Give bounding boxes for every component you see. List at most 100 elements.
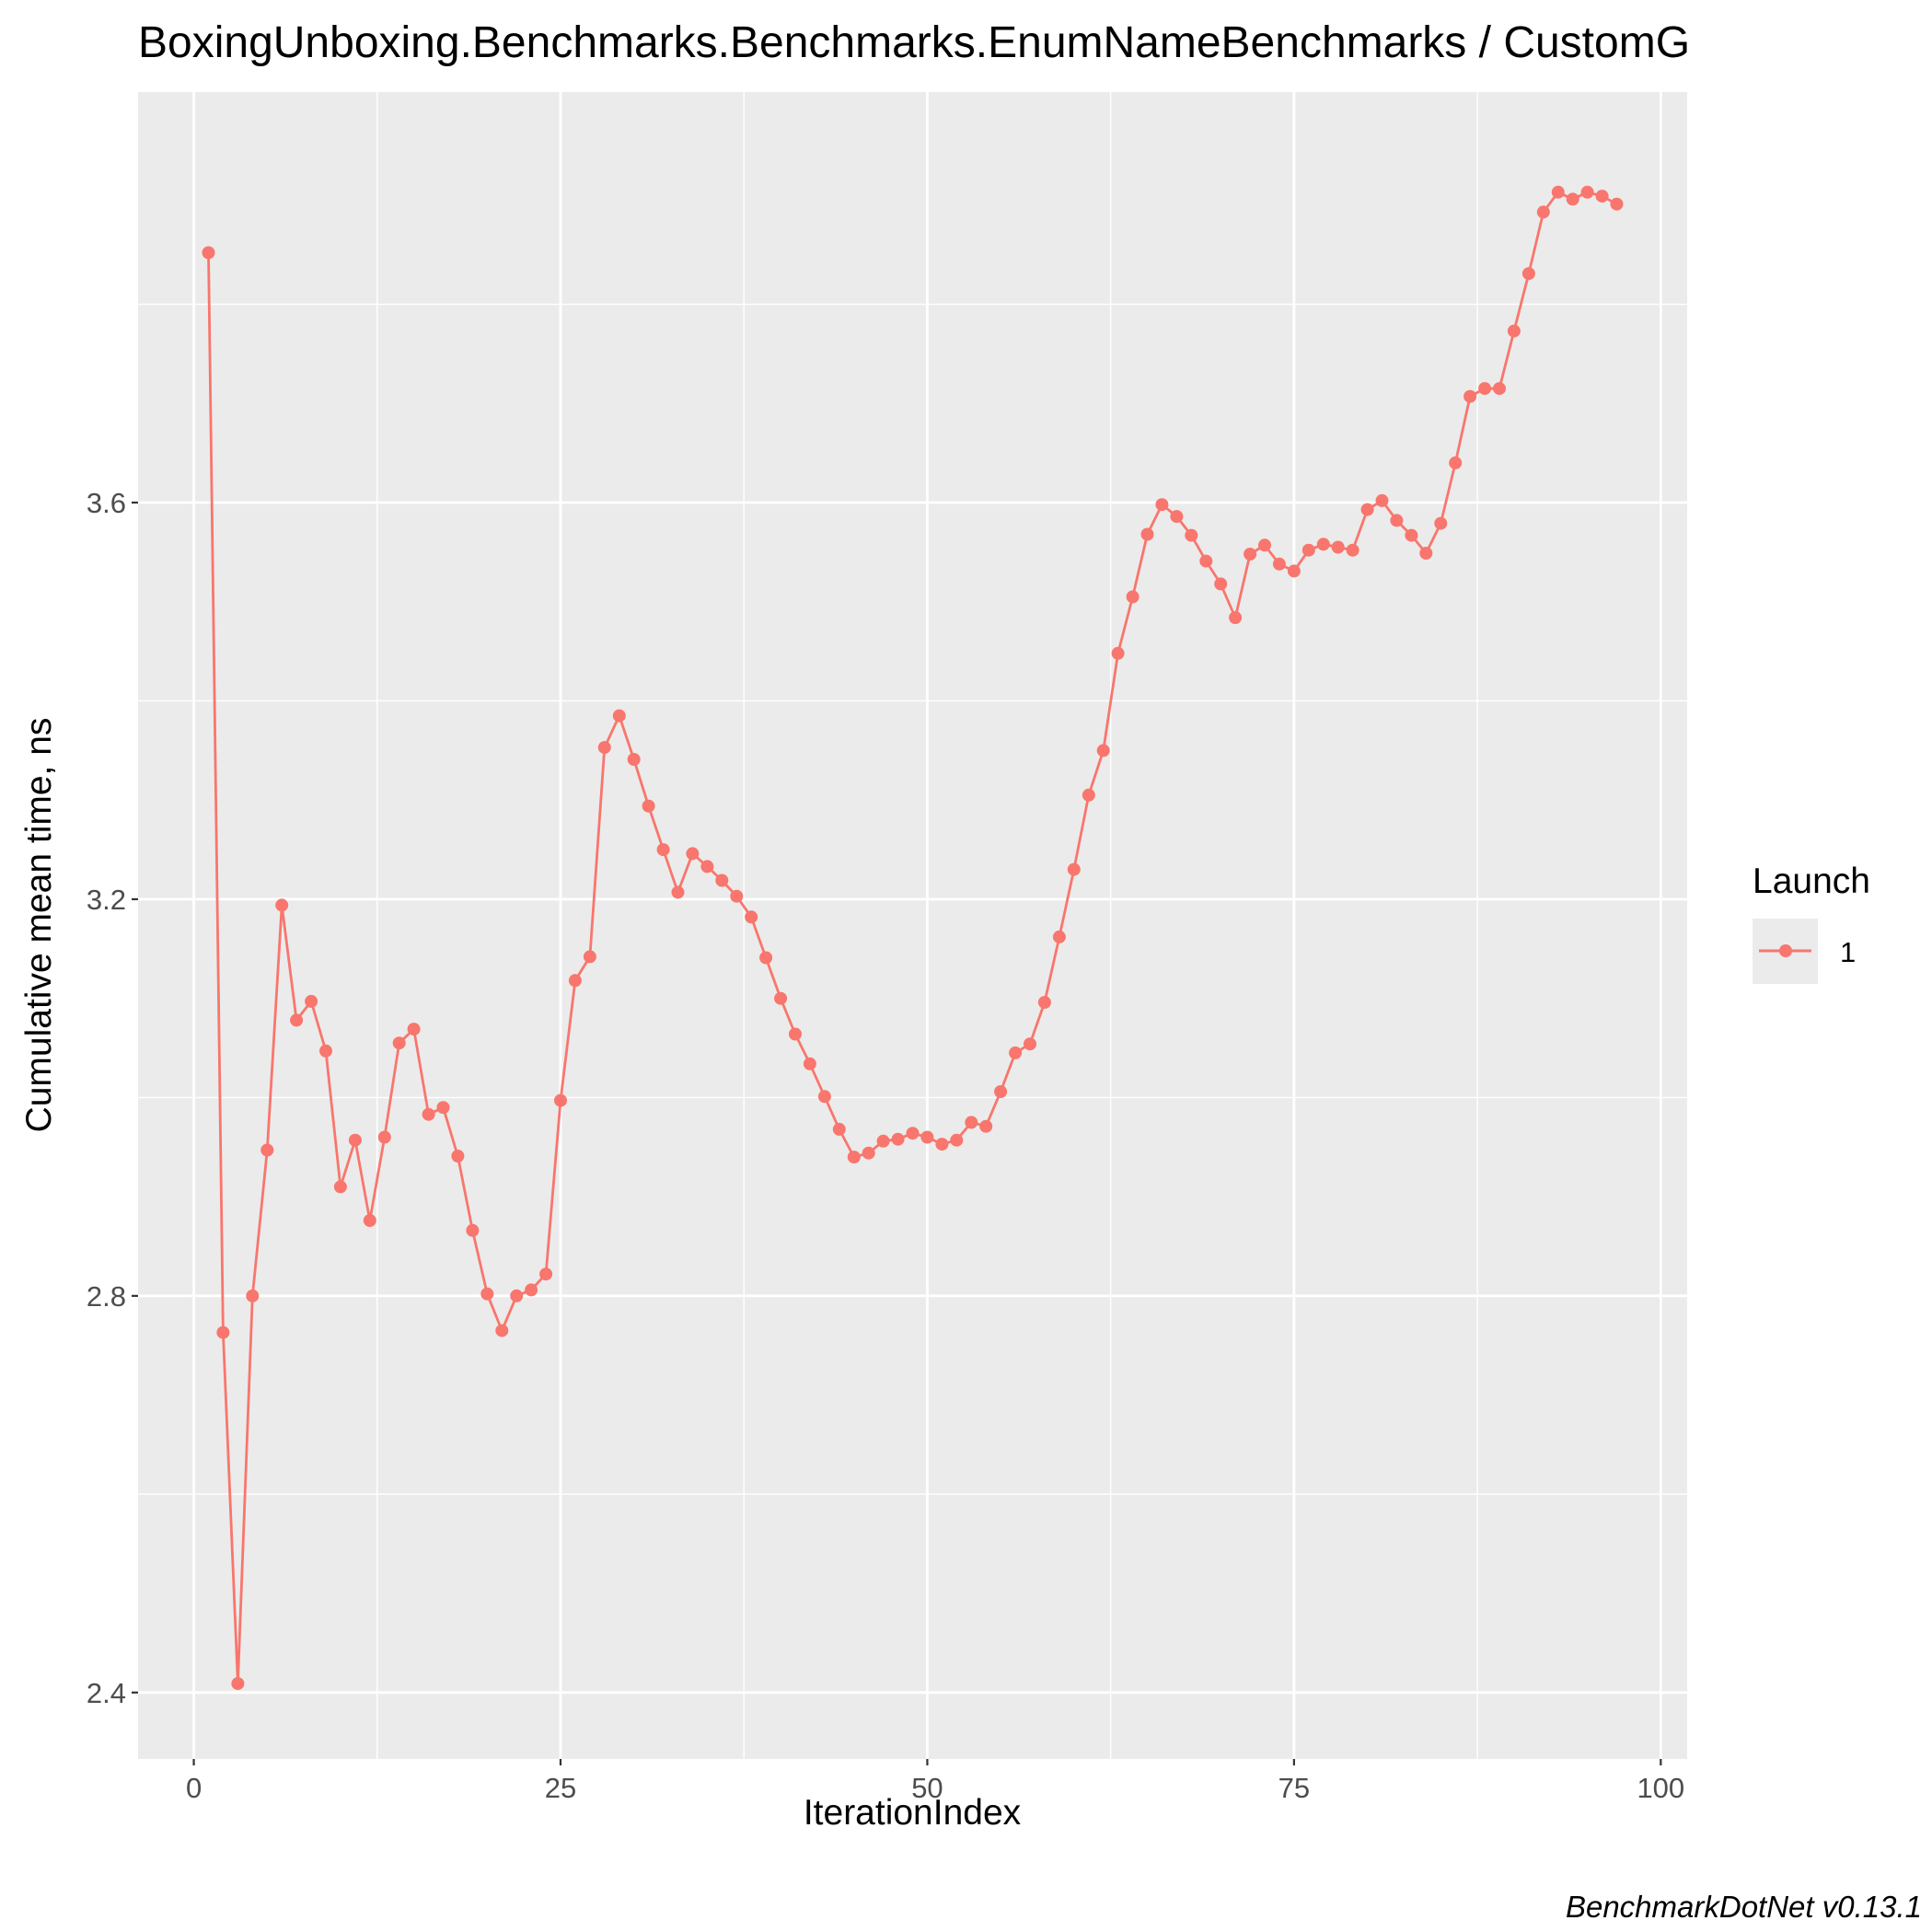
data-point xyxy=(906,1127,920,1140)
data-point xyxy=(627,753,641,766)
data-point xyxy=(1419,547,1433,560)
plot-panel xyxy=(138,92,1687,1759)
data-point xyxy=(231,1677,245,1691)
data-point xyxy=(392,1036,406,1050)
data-point xyxy=(1214,577,1228,591)
data-point xyxy=(1331,540,1345,554)
data-point xyxy=(1536,205,1550,219)
data-point xyxy=(1390,514,1404,527)
data-point xyxy=(832,1122,846,1136)
data-point xyxy=(1301,543,1315,557)
data-point xyxy=(891,1132,905,1146)
data-point xyxy=(950,1133,964,1147)
major-gridlines xyxy=(138,92,1687,1759)
data-point xyxy=(363,1214,376,1227)
data-point xyxy=(525,1283,538,1297)
y-tick-label: 3.2 xyxy=(87,884,126,916)
data-point xyxy=(1155,498,1169,512)
data-point xyxy=(246,1289,260,1302)
data-point xyxy=(319,1044,332,1058)
data-point xyxy=(407,1023,421,1036)
data-point xyxy=(1551,185,1565,199)
data-point xyxy=(1067,862,1081,876)
data-point xyxy=(1272,557,1286,571)
data-point xyxy=(1170,510,1184,524)
legend: Launch 1 xyxy=(1753,862,1870,984)
x-tick-label: 75 xyxy=(1278,1772,1310,1804)
data-point xyxy=(862,1146,875,1160)
data-point xyxy=(979,1119,993,1133)
x-axis-title: IterationIndex xyxy=(804,1793,1022,1833)
data-point xyxy=(1229,611,1243,624)
data-point xyxy=(1009,1046,1023,1059)
data-point xyxy=(436,1101,450,1115)
x-axis: 0 25 50 75 100 xyxy=(186,1759,1684,1804)
data-point xyxy=(745,910,758,924)
data-point xyxy=(1595,190,1609,203)
y-tick-label: 2.4 xyxy=(87,1677,126,1709)
data-point xyxy=(348,1133,362,1147)
data-point xyxy=(568,974,582,988)
legend-title: Launch xyxy=(1753,862,1870,901)
data-point xyxy=(1140,527,1154,541)
data-point xyxy=(216,1325,230,1339)
data-point xyxy=(305,994,318,1008)
legend-entry-label: 1 xyxy=(1840,936,1856,968)
data-point xyxy=(554,1093,567,1107)
data-point xyxy=(1024,1037,1036,1051)
data-point xyxy=(1566,192,1579,206)
data-point xyxy=(466,1223,480,1237)
data-point xyxy=(1507,324,1521,338)
data-point xyxy=(847,1151,861,1164)
data-point xyxy=(656,843,670,857)
data-point xyxy=(1316,538,1330,551)
data-point xyxy=(965,1116,978,1129)
data-point xyxy=(1287,564,1301,578)
data-point xyxy=(1493,382,1506,396)
data-point xyxy=(583,950,596,964)
x-tick-label: 25 xyxy=(545,1772,576,1804)
data-point xyxy=(1463,389,1477,403)
data-point xyxy=(1580,185,1594,199)
data-point xyxy=(1096,744,1110,758)
minor-gridlines xyxy=(138,92,1687,1759)
data-point xyxy=(1111,646,1125,660)
data-point xyxy=(1052,930,1066,943)
data-point xyxy=(876,1134,890,1148)
data-point xyxy=(994,1085,1008,1098)
chart-caption: BenchmarkDotNet v0.13.1 xyxy=(1566,1890,1922,1924)
data-point xyxy=(774,991,788,1005)
x-tick-label: 50 xyxy=(911,1772,943,1804)
x-tick-label: 0 xyxy=(186,1772,202,1804)
data-point xyxy=(1405,528,1418,542)
chart-title: BoxingUnboxing.Benchmarks.Benchmarks.Enu… xyxy=(138,18,1690,67)
data-point xyxy=(1360,503,1374,516)
data-point xyxy=(333,1180,347,1194)
data-point xyxy=(935,1138,949,1151)
data-point xyxy=(1521,267,1535,281)
data-point xyxy=(1244,548,1257,561)
data-point xyxy=(1375,493,1389,507)
data-point xyxy=(920,1130,934,1144)
data-point xyxy=(510,1289,524,1302)
data-point xyxy=(422,1107,435,1121)
data-point xyxy=(1449,456,1463,469)
data-point xyxy=(1199,554,1213,568)
data-point xyxy=(1126,590,1140,604)
data-point xyxy=(495,1324,509,1337)
data-point xyxy=(1258,538,1271,552)
data-point xyxy=(597,741,611,755)
data-point xyxy=(377,1130,391,1144)
data-point xyxy=(260,1143,274,1157)
series-points-group xyxy=(202,185,1624,1691)
legend-key-point xyxy=(1779,944,1792,957)
data-point xyxy=(451,1150,465,1163)
y-axis: 2.4 2.8 3.2 3.6 xyxy=(87,487,138,1709)
data-point xyxy=(642,799,655,813)
data-point xyxy=(686,847,700,861)
data-point xyxy=(1082,788,1095,802)
data-point xyxy=(700,860,714,873)
data-point xyxy=(730,889,744,903)
data-point xyxy=(539,1267,553,1281)
